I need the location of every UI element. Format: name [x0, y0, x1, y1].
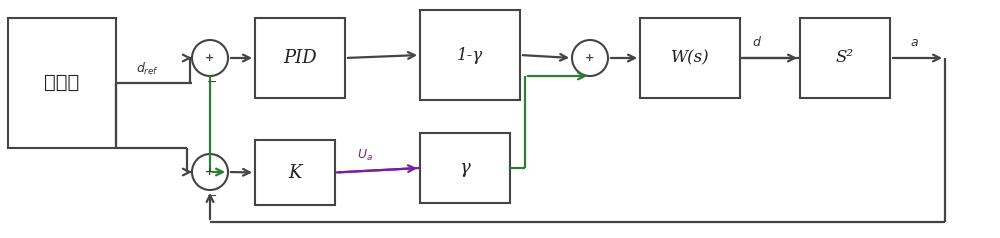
Text: W(s): W(s) [671, 50, 709, 66]
Text: 1-γ: 1-γ [457, 46, 483, 64]
Text: $d$: $d$ [752, 35, 762, 49]
Text: $d_{ref}$: $d_{ref}$ [136, 61, 160, 77]
Text: −: − [207, 75, 217, 89]
Circle shape [192, 154, 228, 190]
Text: K: K [288, 164, 302, 182]
Bar [8, 18, 116, 148]
Bar [640, 18, 740, 98]
Text: $a$: $a$ [910, 36, 919, 49]
Bar [255, 140, 335, 205]
Text: −: − [207, 189, 217, 203]
Circle shape [192, 40, 228, 76]
Bar [420, 10, 520, 100]
Text: S²: S² [836, 50, 854, 66]
Text: +: + [205, 53, 215, 63]
Text: $U_a$: $U_a$ [357, 148, 373, 163]
Text: PID: PID [283, 49, 317, 67]
Bar [255, 18, 345, 98]
Bar [420, 133, 510, 203]
Circle shape [572, 40, 608, 76]
Text: 发生器: 发生器 [44, 74, 80, 92]
Bar [800, 18, 890, 98]
Text: γ: γ [460, 159, 470, 177]
Text: +: + [205, 167, 215, 177]
Text: +: + [585, 53, 595, 63]
